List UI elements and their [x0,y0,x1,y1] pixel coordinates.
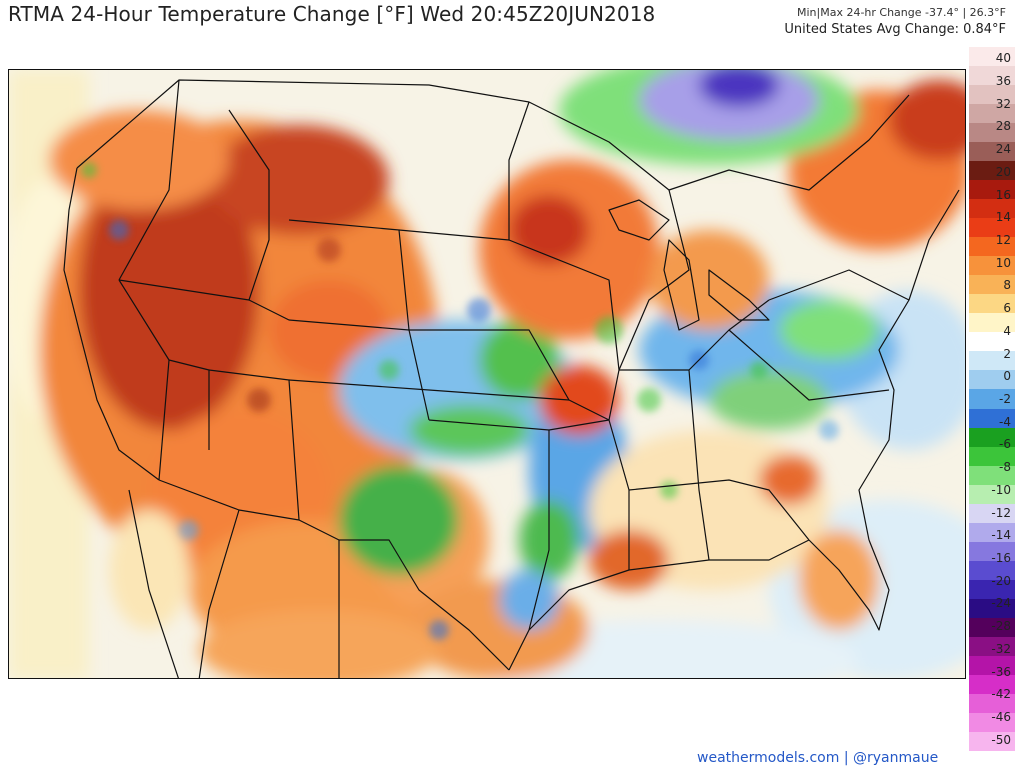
legend-label: -10 [991,482,1011,497]
legend-swatch [969,693,1015,714]
legend-swatch [969,85,1015,105]
legend-label: -2 [999,392,1011,406]
stats-box: Min|Max 24-hr Change -37.4° | 26.3°F Uni… [784,6,1006,37]
legend-label: -50 [991,732,1011,747]
credit-text: weathermodels.com | @ryanmaue [697,750,939,766]
legend-label: -16 [991,550,1011,565]
legend-swatch [969,560,1015,581]
legend-swatch [969,104,1015,124]
legend-label: -20 [991,573,1011,588]
map-title: RTMA 24-Hour Temperature Change [°F] Wed… [8,2,656,26]
map-canvas [9,70,965,678]
legend-label: 8 [1003,278,1011,293]
legend-swatch [969,541,1015,562]
legend-swatch [969,674,1015,695]
legend-label: 12 [995,233,1011,248]
legend-swatch [969,370,1015,390]
legend-label: -8 [999,460,1011,475]
legend-swatch [969,408,1015,429]
legend-swatch [969,256,1015,276]
legend-label: -24 [991,596,1011,611]
legend-label: 0 [1003,369,1011,384]
legend-swatch [969,313,1015,333]
legend-swatch [969,199,1015,219]
legend-label: 6 [1003,301,1011,316]
legend-swatch [969,351,1015,371]
legend-swatch [969,712,1015,733]
legend-swatch [969,123,1015,143]
legend-swatch [969,161,1015,181]
legend-label: -46 [991,709,1011,724]
legend-label: 14 [995,210,1011,225]
legend-label: 20 [995,164,1011,179]
legend-swatch [969,598,1015,619]
legend-swatch [969,66,1015,86]
legend-label: 16 [995,187,1011,202]
legend-swatch [969,427,1015,448]
legend-swatch [969,237,1015,257]
legend-swatch [969,522,1015,543]
legend-swatch [969,636,1015,657]
legend-swatch [969,731,1015,752]
legend-swatch [969,617,1015,638]
legend-swatch [969,655,1015,676]
temperature-change-map [8,69,966,679]
legend-swatch [969,275,1015,295]
legend-swatch [969,484,1015,505]
legend-label: -4 [999,414,1011,429]
legend-label: 40 [995,51,1011,66]
legend-label: 36 [995,74,1011,89]
legend-swatch [969,503,1015,524]
legend-label: -12 [991,505,1011,520]
legend-swatch [969,47,1015,67]
legend-swatch [969,465,1015,486]
legend-label: 2 [1003,346,1011,361]
legend-label: 10 [995,255,1011,270]
legend-swatch [969,142,1015,162]
legend-label: -42 [991,687,1011,702]
legend-label: 24 [995,142,1011,157]
speckle-detail [81,162,839,640]
legend-label: -28 [991,619,1011,634]
legend-label: 28 [995,119,1011,134]
legend-label: 32 [995,96,1011,111]
avg-change: United States Avg Change: 0.84°F [784,22,1006,37]
legend-swatch [969,389,1015,409]
boundary-lines [63,79,960,678]
legend-label: -14 [991,528,1011,543]
legend-label: 4 [1003,323,1011,338]
legend-label: -32 [991,641,1011,656]
legend-label: -6 [999,437,1011,452]
minmax-change: Min|Max 24-hr Change -37.4° | 26.3°F [796,6,1006,19]
legend-swatch [969,218,1015,238]
color-legend: 40 36 32 28 24 20 16 14 12 10 8 6 4 2 0 -2 -4 -6 -8 -10 -12-… [969,47,1015,752]
legend-swatch [969,332,1015,352]
legend-swatch [969,294,1015,314]
legend-swatch [969,579,1015,600]
legend-swatch [969,446,1015,467]
legend-swatch [969,180,1015,200]
legend-label: -36 [991,664,1011,679]
